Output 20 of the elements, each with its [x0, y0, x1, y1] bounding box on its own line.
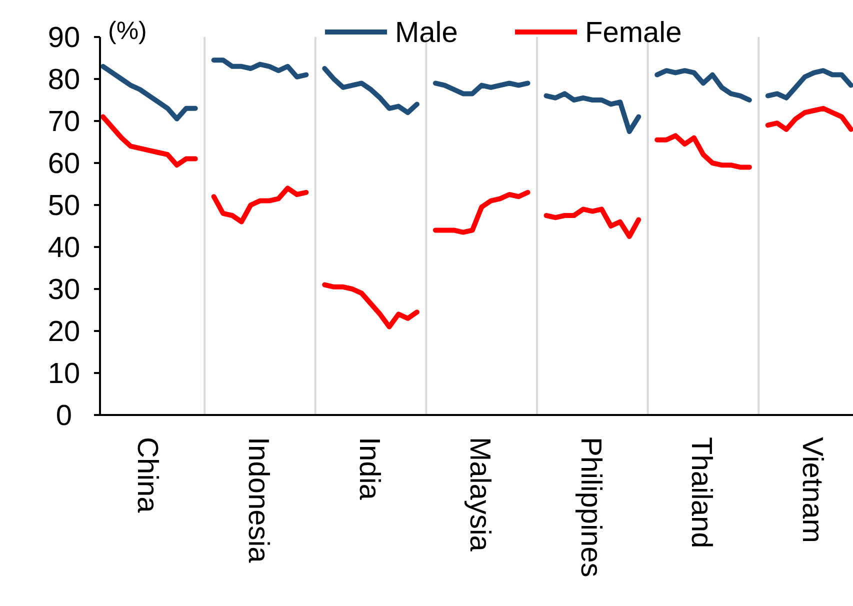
y-tick-label: 90 [48, 22, 80, 54]
legend-label: Male [395, 17, 458, 49]
x-tick-label: Philippines [574, 437, 606, 578]
y-tick-label: 40 [48, 232, 80, 264]
legend-label: Female [585, 17, 682, 49]
y-tick-label: 20 [48, 316, 80, 348]
x-tick-label: Vietnam [796, 437, 828, 543]
y-tick-label: 0 [56, 400, 72, 432]
y-tick-label: 70 [48, 106, 80, 138]
x-tick-label: India [352, 437, 385, 501]
y-axis-title: (%) [108, 17, 147, 45]
x-tick-label: China [131, 437, 164, 514]
y-tick-label: 10 [48, 358, 80, 390]
y-tick-label: 60 [48, 148, 80, 180]
y-tick-label: 30 [48, 274, 80, 306]
x-tick-label: Malaysia [464, 437, 496, 552]
y-tick-label: 50 [48, 190, 80, 222]
x-tick-label: Thailand [685, 437, 718, 548]
x-tick-label: Indonesia [242, 437, 274, 564]
y-tick-label: 80 [48, 64, 80, 96]
